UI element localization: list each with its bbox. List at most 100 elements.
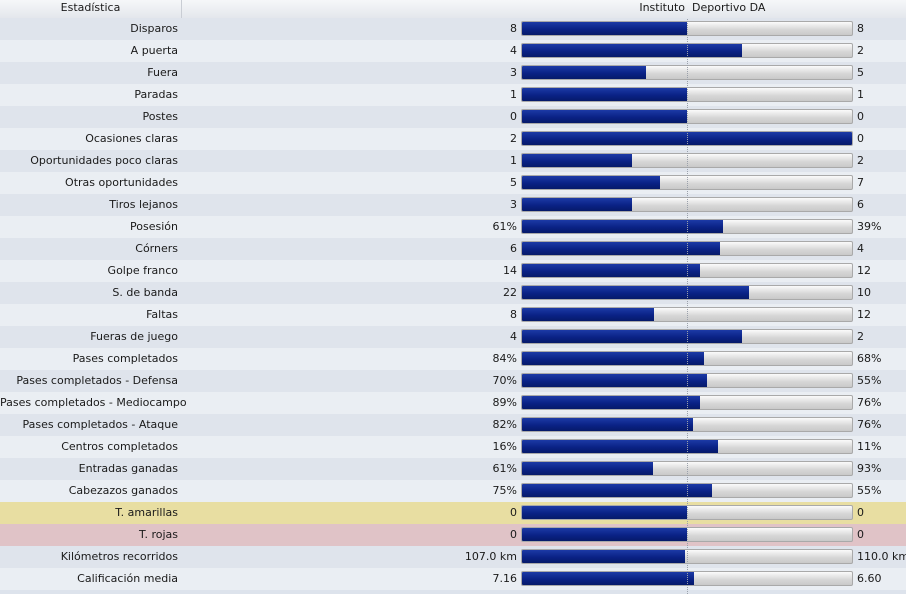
home-share-fill bbox=[522, 528, 687, 541]
table-header: Estadística Instituto Deportivo DA bbox=[0, 0, 906, 19]
away-value: 12 bbox=[857, 308, 871, 321]
home-value: 3 bbox=[510, 66, 517, 79]
stat-row: Kilómetros recorridos 107.0 km 110.0 km bbox=[0, 546, 906, 568]
stat-label: Pases completados - Mediocampo bbox=[0, 396, 187, 409]
away-value: 55% bbox=[857, 374, 882, 387]
away-value: 68% bbox=[857, 352, 882, 365]
home-value: 70% bbox=[492, 374, 517, 387]
stat-row: Faltas 8 12 bbox=[0, 304, 906, 326]
home-value: 1 bbox=[510, 88, 517, 101]
stat-row: Pases completados - Ataque 82% 76% bbox=[0, 414, 906, 436]
home-share-fill bbox=[522, 462, 653, 475]
stat-row: A puerta 4 2 bbox=[0, 40, 906, 62]
stat-label: Faltas bbox=[146, 308, 178, 321]
stat-label: Córners bbox=[135, 242, 178, 255]
stat-label: S. de banda bbox=[112, 286, 178, 299]
home-share-fill bbox=[522, 330, 743, 343]
stat-label: Pases completados - Ataque bbox=[22, 418, 178, 431]
home-share-fill bbox=[522, 484, 713, 497]
stat-label: Kilómetros recorridos bbox=[60, 550, 178, 563]
stat-label: Paradas bbox=[134, 88, 178, 101]
away-value: 12 bbox=[857, 264, 871, 277]
home-share-fill bbox=[522, 22, 687, 35]
away-value: 76% bbox=[857, 396, 882, 409]
home-share-fill bbox=[522, 572, 694, 585]
home-share-fill bbox=[522, 286, 749, 299]
home-share-fill bbox=[522, 88, 687, 101]
stat-label: Posesión bbox=[130, 220, 178, 233]
midline-divider bbox=[687, 19, 688, 594]
away-value: 76% bbox=[857, 418, 882, 431]
stat-label: Entradas ganadas bbox=[78, 462, 178, 475]
home-share-fill bbox=[522, 264, 700, 277]
stat-label: Fuera bbox=[147, 66, 178, 79]
away-value: 5 bbox=[857, 66, 864, 79]
stat-label: Tiros lejanos bbox=[109, 198, 178, 211]
away-value: 11% bbox=[857, 440, 882, 453]
home-value: 8 bbox=[510, 22, 517, 35]
stat-row: Golpe franco 14 12 bbox=[0, 260, 906, 282]
stats-table: Disparos 8 8 A puerta 4 2 Fuera 3 5 Paradas 1 1 Post… bbox=[0, 18, 906, 590]
home-value: 1 bbox=[510, 154, 517, 167]
stat-row: Fueras de juego 4 2 bbox=[0, 326, 906, 348]
stat-row: Fuera 3 5 bbox=[0, 62, 906, 84]
home-value: 2 bbox=[510, 132, 517, 145]
away-value: 39% bbox=[857, 220, 882, 233]
stat-label: Golpe franco bbox=[107, 264, 178, 277]
stat-row: Calificación media 7.16 6.60 bbox=[0, 568, 906, 590]
home-value: 5 bbox=[510, 176, 517, 189]
home-value: 22 bbox=[503, 286, 517, 299]
away-value: 0 bbox=[857, 110, 864, 123]
home-value: 8 bbox=[510, 308, 517, 321]
stat-label: A puerta bbox=[130, 44, 178, 57]
stat-row: Entradas ganadas 61% 93% bbox=[0, 458, 906, 480]
home-share-fill bbox=[522, 374, 707, 387]
away-value: 7 bbox=[857, 176, 864, 189]
home-value: 16% bbox=[492, 440, 517, 453]
away-value: 2 bbox=[857, 330, 864, 343]
stat-label: Pases completados bbox=[72, 352, 178, 365]
home-value: 14 bbox=[503, 264, 517, 277]
stat-row: Pases completados - Mediocampo 89% 76% bbox=[0, 392, 906, 414]
home-share-fill bbox=[522, 176, 660, 189]
stat-label: T. amarillas bbox=[115, 506, 178, 519]
stat-row: T. amarillas 0 0 bbox=[0, 502, 906, 524]
stat-label: Otras oportunidades bbox=[65, 176, 178, 189]
away-value: 2 bbox=[857, 154, 864, 167]
stat-label: Calificación media bbox=[77, 572, 178, 585]
home-share-fill bbox=[522, 440, 718, 453]
stat-row: Paradas 1 1 bbox=[0, 84, 906, 106]
home-share-fill bbox=[522, 154, 632, 167]
home-value: 82% bbox=[492, 418, 517, 431]
stat-column-header[interactable]: Estadística bbox=[0, 0, 182, 18]
home-share-fill bbox=[522, 44, 743, 57]
stat-label: Postes bbox=[142, 110, 178, 123]
stat-label: Pases completados - Defensa bbox=[16, 374, 178, 387]
home-share-fill bbox=[522, 220, 724, 233]
away-value: 55% bbox=[857, 484, 882, 497]
home-value: 89% bbox=[492, 396, 517, 409]
home-share-fill bbox=[522, 308, 654, 321]
home-share-fill bbox=[522, 418, 694, 431]
stat-row: Centros completados 16% 11% bbox=[0, 436, 906, 458]
stat-label: Fueras de juego bbox=[90, 330, 178, 343]
away-team-header: Deportivo DA bbox=[692, 1, 766, 14]
stat-label: Disparos bbox=[130, 22, 178, 35]
stat-row: Ocasiones claras 2 0 bbox=[0, 128, 906, 150]
stat-row: S. de banda 22 10 bbox=[0, 282, 906, 304]
stat-row: Postes 0 0 bbox=[0, 106, 906, 128]
home-value: 0 bbox=[510, 110, 517, 123]
home-share-fill bbox=[522, 550, 685, 563]
home-value: 0 bbox=[510, 528, 517, 541]
stat-row: Disparos 8 8 bbox=[0, 18, 906, 40]
away-value: 10 bbox=[857, 286, 871, 299]
home-value: 3 bbox=[510, 198, 517, 211]
home-team-header: Instituto bbox=[639, 1, 685, 14]
home-share-fill bbox=[522, 506, 687, 519]
stat-row: Oportunidades poco claras 1 2 bbox=[0, 150, 906, 172]
home-value: 61% bbox=[492, 462, 517, 475]
home-value: 4 bbox=[510, 44, 517, 57]
home-share-fill bbox=[522, 198, 632, 211]
home-value: 75% bbox=[492, 484, 517, 497]
home-share-fill bbox=[522, 352, 705, 365]
